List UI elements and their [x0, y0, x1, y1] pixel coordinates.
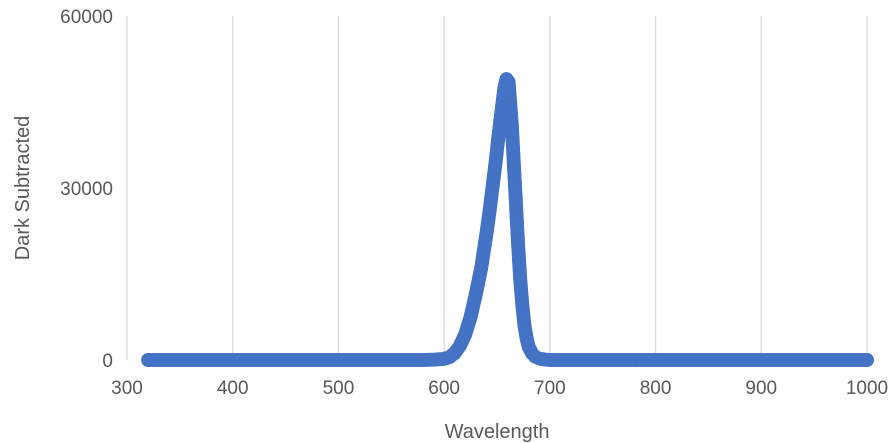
data-point-fill — [857, 353, 872, 367]
x-tick-label: 700 — [534, 378, 566, 399]
x-tick-label: 800 — [640, 378, 672, 399]
x-axis-tick-labels: 300 400 500 600 700 800 900 1000 — [111, 378, 888, 399]
x-tick-label: 1000 — [846, 378, 888, 399]
x-tick-label: 900 — [745, 378, 777, 399]
x-axis-title: Wavelength — [445, 421, 550, 443]
y-tick-label: 60000 — [60, 7, 113, 28]
y-axis-tick-labels: 0 30000 60000 — [60, 7, 113, 372]
y-tick-label: 0 — [102, 351, 113, 372]
x-tick-label: 600 — [428, 378, 460, 399]
x-tick-label: 300 — [111, 378, 143, 399]
y-tick-label: 30000 — [60, 179, 113, 200]
y-axis-title: Dark Subtracted — [12, 116, 34, 261]
data-point-fill — [523, 342, 538, 357]
x-tick-label: 500 — [323, 378, 355, 399]
data-points — [141, 72, 874, 367]
gridlines — [126, 16, 868, 360]
x-tick-label: 400 — [217, 378, 249, 399]
